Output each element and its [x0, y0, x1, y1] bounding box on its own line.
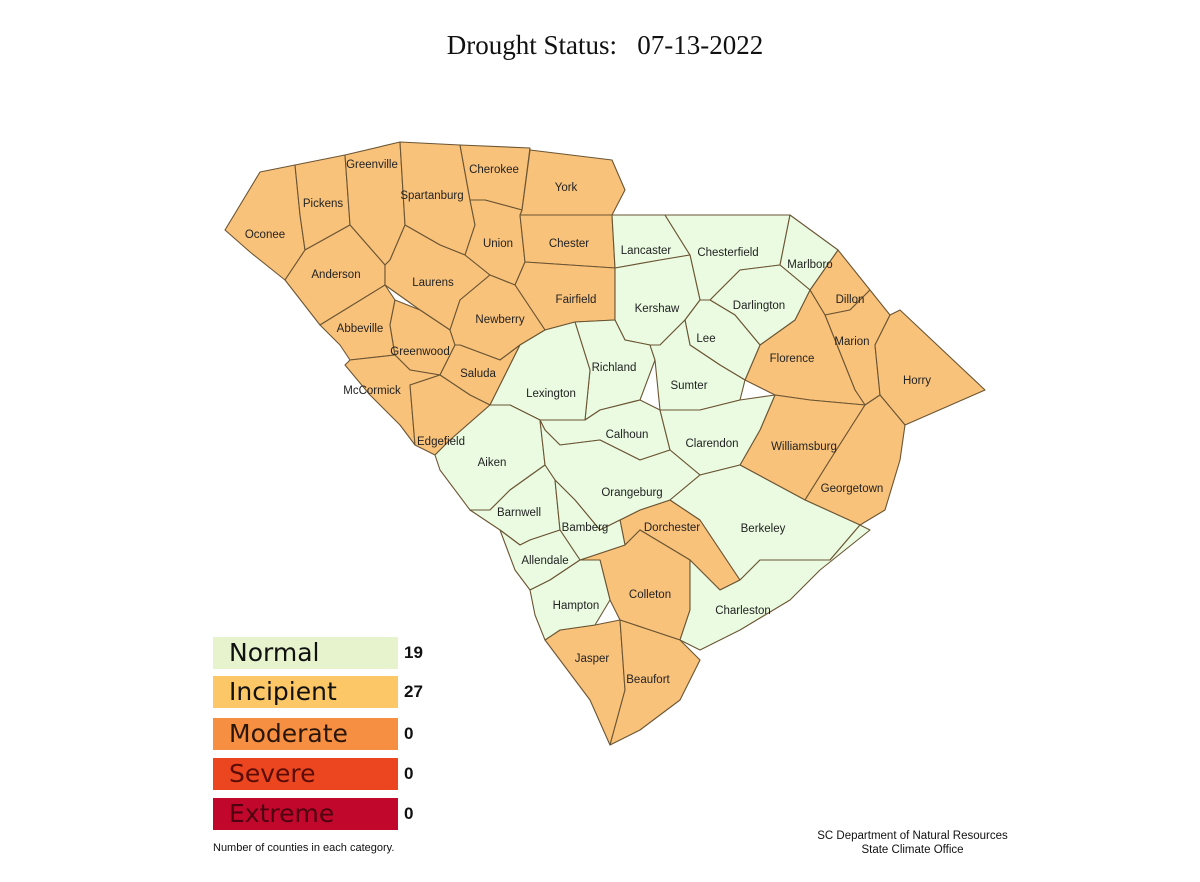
- county-label: Marlboro: [787, 259, 832, 271]
- credit-line-2: State Climate Office: [861, 844, 964, 856]
- county-label: Aiken: [478, 457, 507, 469]
- county-label: Allendale: [521, 555, 568, 567]
- county-label: Greenwood: [390, 346, 449, 358]
- county-label: McCormick: [343, 385, 401, 397]
- county-label: Horry: [903, 375, 931, 387]
- county-label: Anderson: [311, 269, 360, 281]
- county-label: Fairfield: [556, 294, 597, 306]
- county-label: Cherokee: [469, 164, 519, 176]
- county-label: Lancaster: [621, 245, 672, 257]
- county-georgetown: [804, 394, 906, 526]
- county-label: Lexington: [526, 388, 576, 400]
- county-label: Edgefield: [417, 436, 465, 448]
- county-label: Charleston: [715, 605, 771, 617]
- county-label: Darlington: [733, 300, 785, 312]
- county-label: Colleton: [629, 589, 671, 601]
- legend-label: Incipient: [229, 677, 337, 706]
- legend-count: 0: [404, 764, 414, 783]
- legend-label: Extreme: [229, 799, 335, 828]
- county-label: Dorchester: [644, 522, 700, 534]
- county-label: Bamberg: [562, 522, 609, 534]
- county-label: Chester: [549, 238, 589, 250]
- legend-footnote: Number of counties in each category.: [213, 842, 395, 854]
- legend-label: Severe: [229, 759, 316, 788]
- legend-label: Normal: [229, 638, 320, 667]
- county-label: Clarendon: [685, 438, 738, 450]
- county-label: Barnwell: [497, 507, 541, 519]
- county-label: Orangeburg: [601, 487, 662, 499]
- credit-line-1: SC Department of Natural Resources: [817, 830, 1008, 842]
- county-charleston: [679, 524, 871, 651]
- county-horry: [874, 309, 986, 426]
- county-label: Lee: [696, 333, 715, 345]
- county-jasper: [544, 619, 626, 746]
- legend-count: 27: [404, 682, 423, 701]
- legend-swatch-normal: Normal: [213, 637, 398, 669]
- county-label: Dillon: [836, 294, 865, 306]
- legend-count: 19: [404, 643, 423, 662]
- legend-swatch-severe: Severe: [213, 758, 398, 790]
- legend-swatch-extreme: Extreme: [213, 798, 398, 830]
- legend-count: 0: [404, 804, 414, 823]
- county-label: Florence: [770, 353, 815, 365]
- map-title: Drought Status: 07-13-2022: [446, 30, 764, 60]
- county-label: Greenville: [346, 159, 398, 171]
- credit: SC Department of Natural Resources State…: [790, 829, 1035, 857]
- legend-swatch-incipient: Incipient: [213, 676, 398, 708]
- county-label: Beaufort: [626, 674, 670, 686]
- county-label: Saluda: [460, 368, 496, 380]
- county-label: Pickens: [303, 198, 344, 210]
- county-label: Jasper: [575, 653, 610, 665]
- county-label: York: [555, 182, 578, 194]
- county-label: Georgetown: [821, 483, 884, 495]
- county-label: Newberry: [475, 314, 524, 326]
- county-label: Calhoun: [606, 429, 649, 441]
- county-oconee: [224, 164, 306, 281]
- county-label: Oconee: [245, 229, 285, 241]
- county-beaufort: [609, 619, 701, 746]
- legend-count: 0: [404, 724, 414, 743]
- legend-swatch-moderate: Moderate: [213, 718, 398, 750]
- county-label: Berkeley: [741, 523, 786, 535]
- legend-label: Moderate: [229, 719, 348, 748]
- county-label: Kershaw: [635, 303, 680, 315]
- county-label: Richland: [592, 362, 637, 374]
- county-label: Marion: [834, 336, 869, 348]
- county-label: Laurens: [412, 277, 454, 289]
- county-label: Abbeville: [337, 323, 384, 335]
- county-label: Sumter: [670, 380, 707, 392]
- county-label: Union: [483, 238, 513, 250]
- county-label: Williamsburg: [771, 441, 837, 453]
- county-label: Hampton: [553, 600, 600, 612]
- county-label: Spartanburg: [400, 190, 463, 202]
- county-label: Chesterfield: [697, 247, 758, 259]
- county-hampton: [529, 559, 611, 641]
